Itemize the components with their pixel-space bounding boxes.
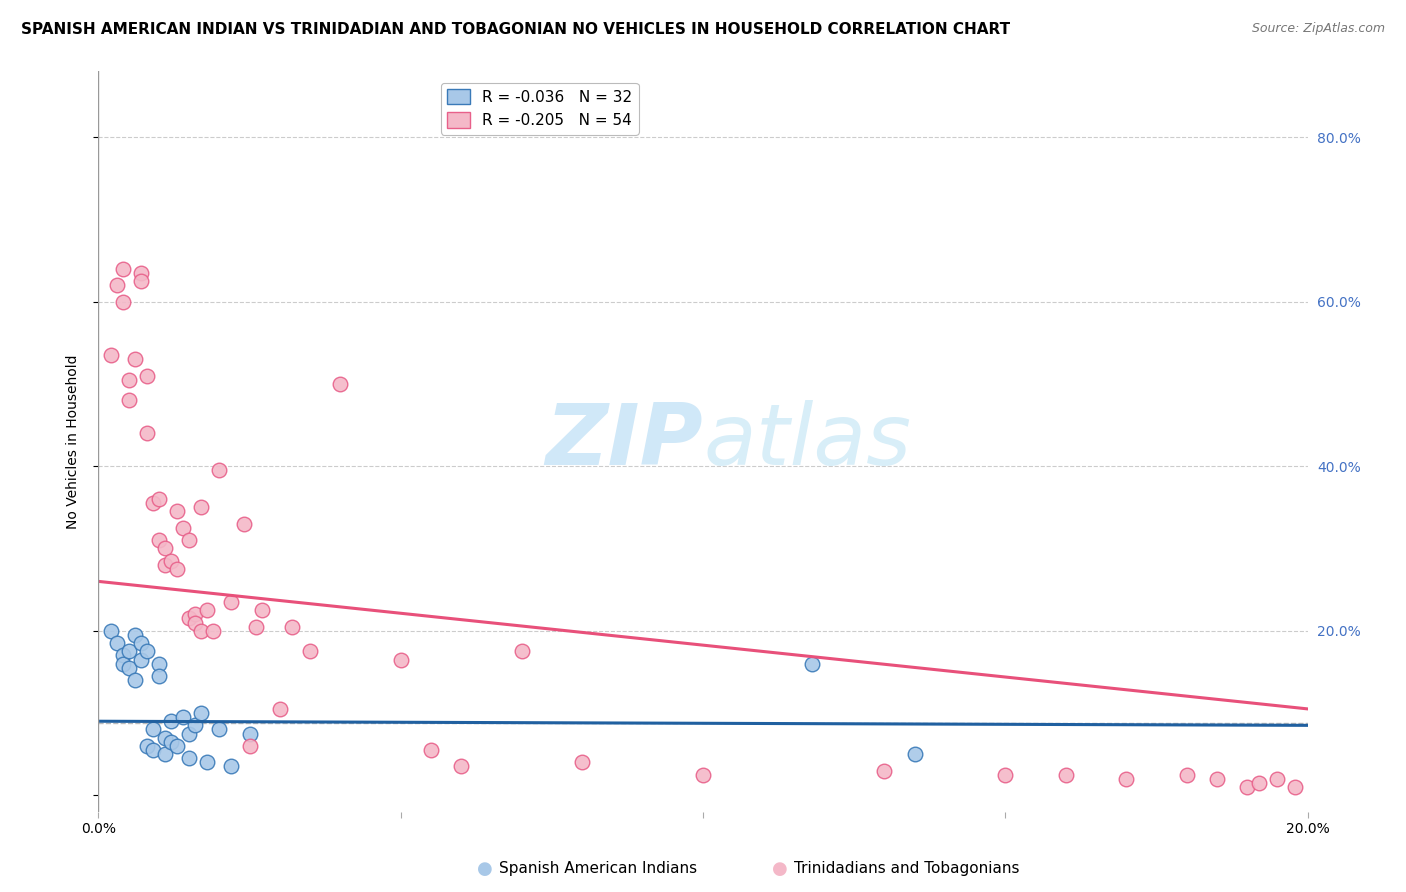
Point	[420, 743, 443, 757]
Point	[160, 735, 183, 749]
Point	[111, 294, 134, 309]
Text: ●: ●	[772, 860, 789, 878]
Point	[1054, 767, 1077, 781]
Point	[1249, 776, 1271, 790]
Point	[100, 348, 122, 362]
Point	[148, 533, 170, 548]
Point	[269, 702, 291, 716]
Point	[1115, 772, 1137, 786]
Y-axis label: No Vehicles in Household: No Vehicles in Household	[66, 354, 80, 529]
Point	[153, 731, 176, 745]
Point	[510, 644, 533, 658]
Point	[1236, 780, 1258, 794]
Point	[153, 541, 176, 556]
Text: ●: ●	[477, 860, 494, 878]
Point	[179, 726, 201, 740]
Point	[166, 504, 188, 518]
Point	[299, 644, 322, 658]
Point	[195, 756, 218, 770]
Point	[179, 533, 201, 548]
Point	[124, 628, 146, 642]
Point	[208, 463, 231, 477]
Point	[873, 764, 896, 778]
Point	[135, 644, 157, 658]
Point	[153, 747, 176, 761]
Point	[111, 261, 134, 276]
Point	[135, 426, 157, 441]
Text: Source: ZipAtlas.com: Source: ZipAtlas.com	[1251, 22, 1385, 36]
Text: Spanish American Indians: Spanish American Indians	[499, 862, 697, 876]
Point	[1267, 772, 1289, 786]
Point	[329, 376, 352, 391]
Point	[129, 652, 152, 666]
Point	[160, 554, 183, 568]
Point	[179, 611, 201, 625]
Point	[450, 759, 472, 773]
Point	[160, 714, 183, 729]
Point	[100, 624, 122, 638]
Point	[208, 723, 231, 737]
Point	[148, 657, 170, 671]
Point	[172, 710, 194, 724]
Text: atlas: atlas	[703, 400, 911, 483]
Point	[111, 657, 134, 671]
Point	[105, 636, 128, 650]
Point	[195, 603, 218, 617]
Point	[135, 739, 157, 753]
Point	[129, 636, 152, 650]
Point	[105, 278, 128, 293]
Point	[148, 492, 170, 507]
Point	[692, 767, 714, 781]
Point	[250, 603, 273, 617]
Point	[221, 595, 243, 609]
Point	[281, 619, 304, 633]
Point	[142, 743, 165, 757]
Point	[142, 496, 165, 510]
Point	[124, 673, 146, 687]
Point	[800, 657, 823, 671]
Point	[239, 739, 262, 753]
Point	[190, 500, 212, 515]
Point	[232, 516, 254, 531]
Legend: R = -0.036   N = 32, R = -0.205   N = 54: R = -0.036 N = 32, R = -0.205 N = 54	[441, 83, 638, 135]
Point	[179, 751, 201, 765]
Point	[184, 615, 207, 630]
Point	[129, 274, 152, 288]
Point	[111, 648, 134, 663]
Text: ZIP: ZIP	[546, 400, 703, 483]
Point	[129, 266, 152, 280]
Point	[118, 373, 141, 387]
Point	[148, 669, 170, 683]
Text: Trinidadians and Tobagonians: Trinidadians and Tobagonians	[794, 862, 1019, 876]
Point	[166, 562, 188, 576]
Point	[172, 521, 194, 535]
Point	[994, 767, 1017, 781]
Text: SPANISH AMERICAN INDIAN VS TRINIDADIAN AND TOBAGONIAN NO VEHICLES IN HOUSEHOLD C: SPANISH AMERICAN INDIAN VS TRINIDADIAN A…	[21, 22, 1011, 37]
Point	[184, 607, 207, 622]
Point	[118, 661, 141, 675]
Point	[118, 393, 141, 408]
Point	[202, 624, 225, 638]
Point	[124, 352, 146, 367]
Point	[135, 368, 157, 383]
Point	[153, 558, 176, 572]
Point	[118, 644, 141, 658]
Point	[166, 739, 188, 753]
Point	[142, 723, 165, 737]
Point	[1206, 772, 1229, 786]
Point	[1284, 780, 1306, 794]
Point	[239, 726, 262, 740]
Point	[571, 756, 593, 770]
Point	[184, 718, 207, 732]
Point	[389, 652, 412, 666]
Point	[1175, 767, 1198, 781]
Point	[190, 706, 212, 720]
Point	[190, 624, 212, 638]
Point	[245, 619, 267, 633]
Point	[904, 747, 927, 761]
Point	[221, 759, 243, 773]
